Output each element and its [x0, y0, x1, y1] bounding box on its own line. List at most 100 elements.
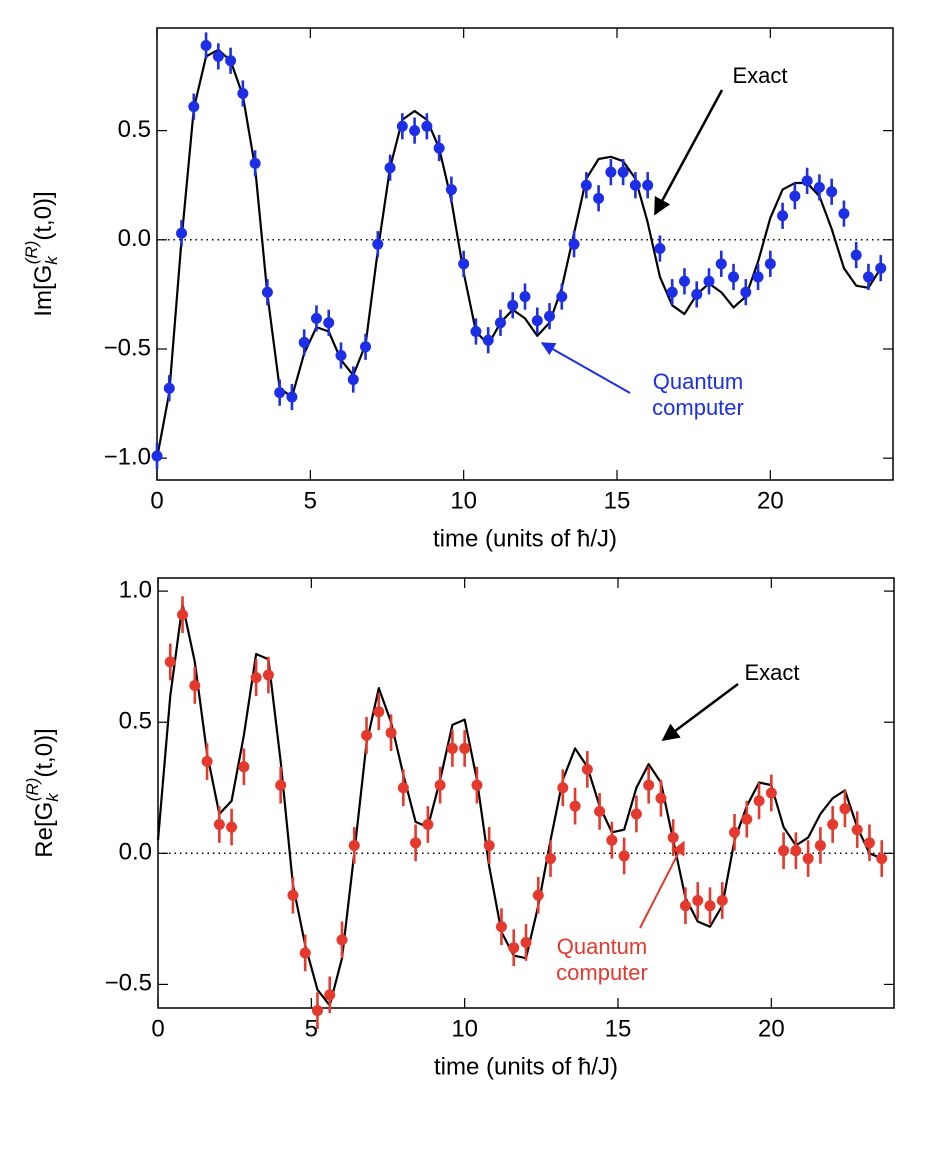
y-label-sub: k: [43, 792, 62, 802]
data-point: [261, 286, 273, 298]
annotation: Quantum: [557, 934, 648, 959]
data-point: [531, 315, 543, 327]
data-point: [213, 818, 225, 830]
data-point: [618, 850, 630, 862]
data-point: [324, 989, 336, 1001]
data-point: [777, 210, 789, 222]
data-point: [643, 779, 655, 791]
data-point: [396, 120, 408, 132]
data-point: [238, 761, 250, 773]
data-point: [569, 800, 581, 812]
data-point: [519, 291, 531, 303]
data-point: [790, 845, 802, 857]
data-point: [876, 853, 888, 865]
data-point: [421, 120, 433, 132]
data-point: [520, 936, 532, 948]
data-point: [826, 186, 838, 198]
data-point: [729, 826, 741, 838]
data-point: [851, 824, 863, 836]
data-point: [360, 341, 372, 353]
y-label-part: Re[G: [31, 802, 58, 858]
data-point: [471, 779, 483, 791]
y-tick-label: 1.0: [119, 576, 152, 603]
data-point: [813, 181, 825, 193]
data-point: [163, 382, 175, 394]
annotation: Exact: [744, 660, 799, 685]
data-point: [410, 837, 422, 849]
data-point: [838, 208, 850, 220]
data-point: [274, 387, 286, 399]
x-tick-label: 10: [451, 1015, 478, 1042]
data-point: [226, 821, 238, 833]
y-tick-label: −0.5: [104, 334, 151, 361]
data-point: [741, 813, 753, 825]
data-point: [189, 680, 201, 691]
data-point: [385, 727, 397, 739]
data-point: [335, 350, 347, 362]
data-point: [789, 190, 801, 202]
data-point: [310, 312, 322, 324]
data-point: [801, 175, 813, 187]
data-point: [507, 299, 519, 311]
x-tick-label: 20: [757, 487, 784, 514]
y-tick-label: 0.0: [119, 839, 152, 866]
data-point: [629, 179, 641, 191]
data-point: [606, 834, 618, 846]
data-point: [323, 317, 335, 329]
data-point: [458, 258, 470, 270]
x-tick-label: 5: [305, 1015, 318, 1042]
data-point: [863, 837, 875, 849]
data-point: [568, 238, 580, 250]
data-point: [581, 763, 593, 775]
data-point: [630, 808, 642, 820]
data-point: [679, 900, 691, 912]
data-point: [666, 286, 678, 298]
data-point: [151, 450, 163, 462]
x-axis-label: time (units of ħ/J): [434, 1053, 618, 1080]
data-point: [593, 192, 605, 204]
data-point: [287, 889, 299, 901]
data-point: [545, 853, 557, 865]
data-point: [655, 792, 667, 804]
annotation: computer: [556, 960, 648, 985]
data-point: [483, 839, 495, 851]
data-point: [225, 55, 237, 67]
y-label-part: Im[G: [30, 265, 57, 317]
data-point: [397, 782, 409, 794]
data-point: [434, 779, 446, 791]
y-tick-label: −0.5: [105, 970, 152, 997]
data-point: [470, 326, 482, 338]
data-point: [384, 162, 396, 174]
data-point: [850, 249, 862, 261]
data-point: [459, 742, 471, 754]
x-tick-label: 0: [150, 487, 163, 514]
data-point: [372, 238, 384, 250]
data-point: [433, 142, 445, 154]
data-point: [605, 166, 617, 178]
x-tick-label: 5: [304, 487, 317, 514]
data-point: [347, 374, 359, 386]
annotation: computer: [652, 395, 744, 420]
data-point: [642, 179, 654, 191]
data-point: [311, 1005, 323, 1017]
data-point: [692, 895, 704, 906]
data-point: [753, 795, 765, 807]
data-point: [299, 947, 311, 959]
data-point: [482, 334, 494, 346]
data-point: [715, 258, 727, 270]
y-tick-label: 0.5: [118, 116, 151, 143]
data-point: [200, 39, 212, 51]
data-point: [262, 669, 274, 681]
y-label-part: (t,0)]: [30, 191, 57, 240]
data-point: [704, 900, 716, 912]
annotation-arrow: [639, 840, 685, 929]
data-point: [201, 756, 213, 768]
data-point: [752, 271, 764, 283]
data-point: [188, 101, 200, 113]
y-label-sup: (R): [23, 778, 42, 802]
data-point: [814, 839, 826, 851]
data-point: [275, 779, 287, 791]
data-point: [373, 706, 385, 718]
annotation-arrow: [653, 89, 724, 216]
plot-frame: [157, 577, 895, 1009]
